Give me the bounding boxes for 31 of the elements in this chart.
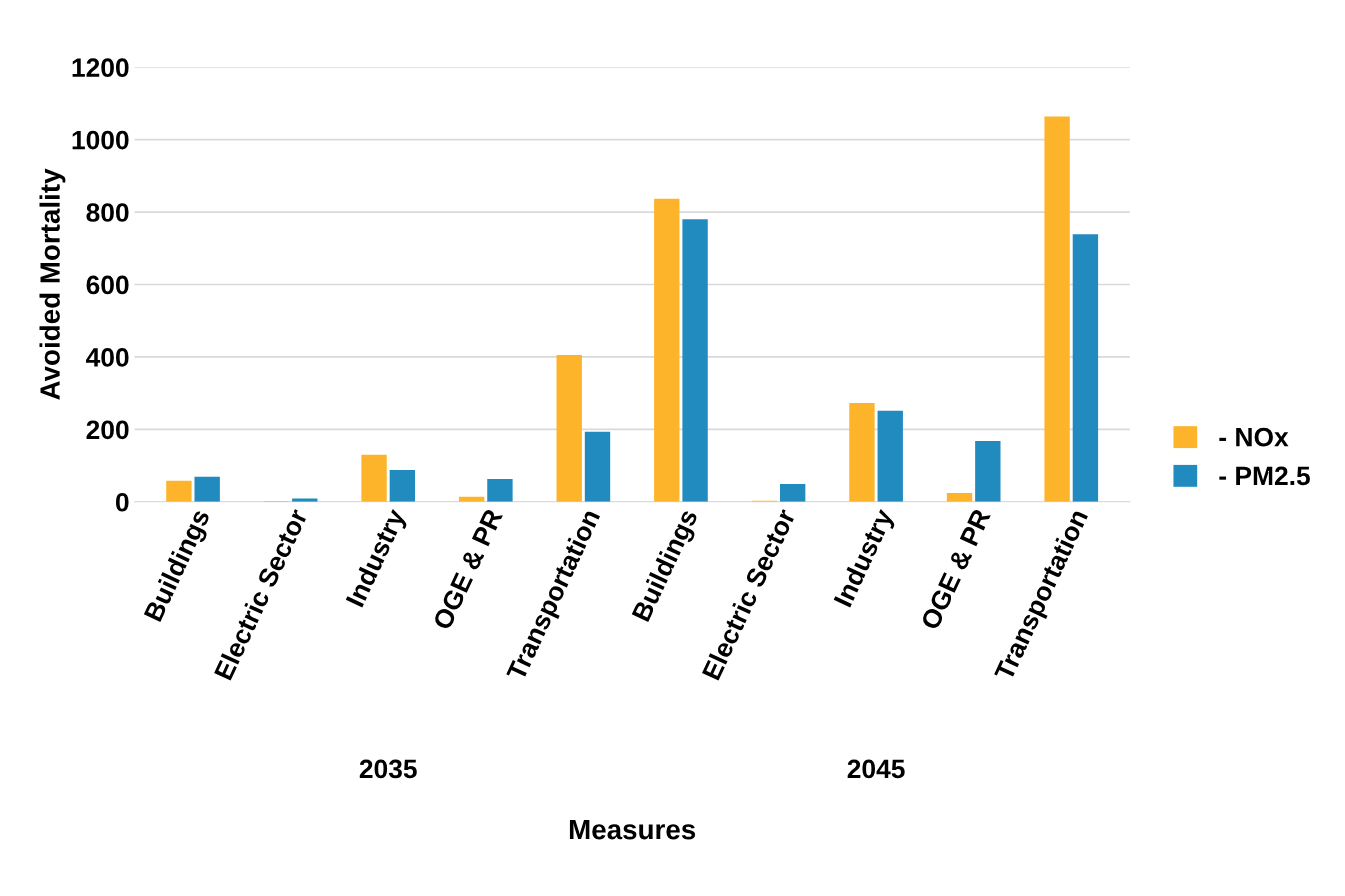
bar	[682, 219, 708, 502]
x-axis-title: Measures	[569, 820, 696, 840]
y-tick-label: 400	[86, 348, 129, 367]
bar	[975, 440, 1001, 502]
bar	[779, 484, 806, 502]
y-tick-label: 0	[116, 492, 129, 512]
text: 2035	[359, 759, 417, 779]
bar	[877, 410, 903, 502]
legend-label: - PM2.5	[1219, 466, 1310, 486]
bar	[1072, 234, 1099, 502]
bar	[584, 431, 611, 502]
bar	[849, 402, 875, 502]
legend-label: - NOx	[1219, 427, 1289, 447]
bar	[946, 493, 973, 502]
bar	[389, 469, 416, 502]
y-tick-label: 800	[86, 203, 129, 222]
bar	[194, 476, 220, 502]
x-tick-label: OGE & PR	[432, 507, 504, 631]
bar	[166, 480, 192, 502]
bar	[1044, 116, 1070, 502]
y-axis-title: Avoided Mortality	[39, 168, 66, 400]
y-tick-label: 1200	[72, 58, 129, 78]
bar	[654, 198, 680, 502]
bar	[361, 454, 387, 502]
y-tick-label: 200	[86, 420, 129, 440]
bar	[487, 478, 513, 502]
text: 2045	[847, 759, 905, 779]
y-tick-label: 1000	[72, 130, 129, 150]
bar	[556, 355, 582, 502]
y-tick-label: 600	[86, 275, 129, 295]
x-tick-label: OGE & PR	[920, 507, 992, 631]
